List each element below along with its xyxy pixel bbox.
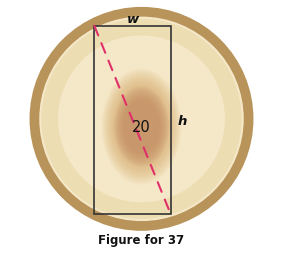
Ellipse shape [114,87,169,167]
Circle shape [35,13,248,226]
Ellipse shape [118,93,165,161]
Text: h: h [178,114,187,127]
Text: Figure for 37: Figure for 37 [98,233,185,246]
Bar [94,27,171,215]
Ellipse shape [125,103,158,151]
Ellipse shape [102,69,181,185]
Ellipse shape [110,81,173,173]
Ellipse shape [108,79,175,175]
Ellipse shape [104,73,179,181]
Ellipse shape [122,99,161,155]
Ellipse shape [115,89,168,165]
Ellipse shape [119,95,164,159]
Text: w: w [127,13,139,25]
Ellipse shape [107,77,176,177]
Ellipse shape [106,75,177,179]
Ellipse shape [123,101,160,153]
Ellipse shape [111,83,172,171]
Text: 20: 20 [132,120,151,134]
Ellipse shape [121,97,162,157]
Ellipse shape [112,85,171,169]
Ellipse shape [103,71,180,183]
Ellipse shape [117,91,166,163]
